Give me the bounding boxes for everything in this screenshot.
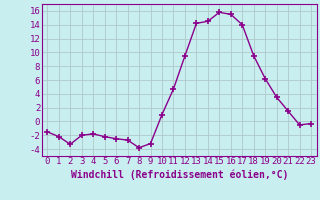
X-axis label: Windchill (Refroidissement éolien,°C): Windchill (Refroidissement éolien,°C): [70, 169, 288, 180]
